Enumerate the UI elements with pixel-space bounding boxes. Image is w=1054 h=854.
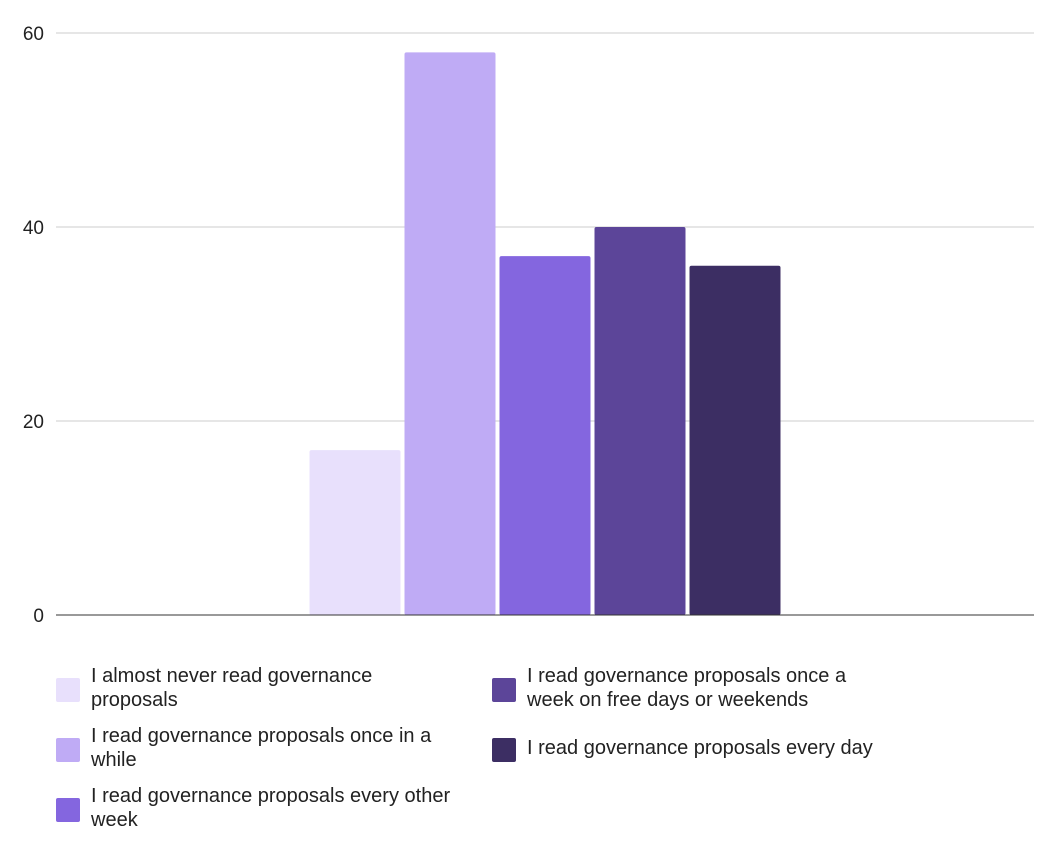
- legend-item-every-day: I read governance proposals every day: [492, 736, 952, 762]
- legend-label-never: I almost never read governance proposals: [91, 665, 373, 711]
- legend-swatch-once-in-a-while: [56, 738, 80, 762]
- bar: [404, 52, 496, 615]
- legend-swatch-every-day: [492, 738, 516, 762]
- y-tick-label: 60: [23, 24, 44, 45]
- y-tick-label: 20: [23, 412, 44, 433]
- legend-swatch-once-a-week: [492, 678, 516, 702]
- legend-item-never: I almost never read governance proposals: [56, 664, 456, 712]
- bar: [309, 450, 401, 615]
- legend: I almost never read governance proposals…: [56, 664, 956, 844]
- legend-label-every-day: I read governance proposals every day: [527, 737, 873, 759]
- bar: [594, 227, 686, 615]
- legend-label-once-a-week: I read governance proposals once a week …: [527, 665, 847, 711]
- y-tick-label: 40: [23, 218, 44, 239]
- legend-label-every-other-week: I read governance proposals every other …: [91, 785, 451, 831]
- legend-swatch-every-other-week: [56, 798, 80, 822]
- legend-item-every-other-week: I read governance proposals every other …: [56, 784, 456, 832]
- y-tick-label: 0: [33, 606, 44, 627]
- legend-item-once-a-week: I read governance proposals once a week …: [492, 664, 892, 712]
- legend-swatch-never: [56, 678, 80, 702]
- bars: [309, 52, 781, 615]
- bar-chart: 0 20 40 60: [23, 24, 1034, 627]
- bar: [499, 256, 591, 615]
- legend-label-once-in-a-while: I read governance proposals once in a wh…: [91, 725, 432, 771]
- y-axis-ticks: 0 20 40 60: [23, 24, 44, 627]
- legend-item-once-in-a-while: I read governance proposals once in a wh…: [56, 724, 456, 772]
- bar: [689, 265, 781, 615]
